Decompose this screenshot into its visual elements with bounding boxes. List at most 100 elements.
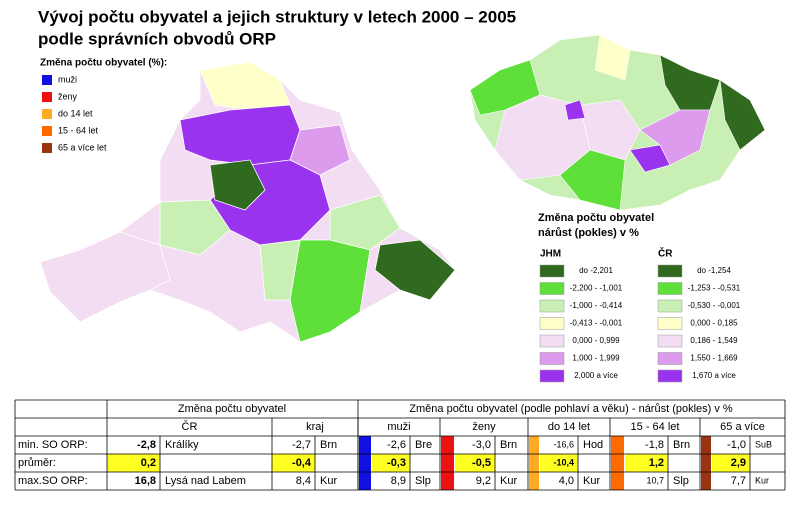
legend-label: 1,550 - 1,669 xyxy=(690,354,738,363)
title-line: podle správních obvodů ORP xyxy=(38,29,276,48)
table-place: Slp xyxy=(415,475,431,487)
table-value: 1,2 xyxy=(649,457,664,469)
table-place: Králíky xyxy=(165,439,199,451)
table-place: SuB xyxy=(755,439,772,449)
legend-swatch xyxy=(539,299,565,313)
legend-swatch xyxy=(539,369,565,383)
table-value: -1,8 xyxy=(645,439,664,451)
highlight-cell xyxy=(712,454,750,472)
column-header: muži xyxy=(387,421,410,433)
legend-swatch xyxy=(539,264,565,278)
table-place: Brn xyxy=(673,439,690,451)
table-value: 8,4 xyxy=(296,475,311,487)
column-swatch xyxy=(441,436,454,490)
legend-swatch xyxy=(539,282,565,295)
legend-heading: ČR xyxy=(658,247,673,260)
table-value: -10,4 xyxy=(553,457,574,467)
table-value: -2,6 xyxy=(387,439,406,451)
legend-label: 1,670 a více xyxy=(692,371,736,380)
legend-label: 0,000 - 0,999 xyxy=(572,336,620,345)
table-place: Kur xyxy=(320,475,337,487)
group-header: Změna počtu obyvatel (podle pohlaví a vě… xyxy=(409,403,733,415)
legend-label: -1,000 - -0,414 xyxy=(570,301,623,310)
country-map xyxy=(469,34,766,211)
table-value: -0,3 xyxy=(387,457,406,469)
highlight-cell xyxy=(625,454,668,472)
table-place: Kur xyxy=(755,475,769,485)
table-value: -0,5 xyxy=(472,457,491,469)
table-value: -2,7 xyxy=(292,439,311,451)
highlight-cell xyxy=(455,454,495,472)
legend-swatch xyxy=(539,317,565,330)
highlight-cell xyxy=(107,454,160,472)
table-value: 2,9 xyxy=(731,457,746,469)
table-place: Bre xyxy=(415,439,432,451)
column-header: ženy xyxy=(472,421,496,433)
column-header: do 14 let xyxy=(548,421,590,433)
group-header: Změna počtu obyvatel xyxy=(178,403,286,415)
legend-swatch xyxy=(657,282,683,295)
table-place: Brn xyxy=(320,439,337,451)
legend-swatch xyxy=(539,334,565,348)
legend-label: 15 - 64 let xyxy=(58,125,99,135)
table-value: 9,2 xyxy=(476,475,491,487)
table-place: Brn xyxy=(500,439,517,451)
column-swatch xyxy=(611,436,624,490)
column-header: 65 a více xyxy=(720,421,765,433)
legend-label: 0,000 - 0,185 xyxy=(690,319,738,328)
legend-swatch xyxy=(42,126,52,136)
table-place: Hod xyxy=(583,439,603,451)
table-value: 16,8 xyxy=(135,475,156,487)
column-header: kraj xyxy=(306,421,324,433)
legend-label: -0,413 - -0,001 xyxy=(570,319,623,328)
row-label: průměr: xyxy=(18,457,56,469)
table-value: -0,4 xyxy=(292,457,312,469)
region-map xyxy=(39,61,456,343)
column-swatch xyxy=(701,436,711,490)
legend-swatch xyxy=(42,92,52,102)
legend-label: 0,186 - 1,549 xyxy=(690,336,738,345)
legend-swatch xyxy=(657,317,683,330)
table-place: Lysá nad Labem xyxy=(165,475,246,487)
title-line: Vývoj počtu obyvatel a jejich struktury … xyxy=(38,7,516,26)
column-swatch xyxy=(359,436,371,490)
table-value: -3,0 xyxy=(472,439,491,451)
legend-title: Změna počtu obyvatel xyxy=(538,212,654,224)
legend-swatch xyxy=(42,143,52,153)
legend-label: 65 a více let xyxy=(58,142,107,152)
legend-label: 2,000 a více xyxy=(574,371,618,380)
table-value: 10,7 xyxy=(646,475,664,485)
legend-label: do -2,201 xyxy=(579,266,613,275)
table-value: 0,2 xyxy=(141,457,156,469)
column-swatch xyxy=(529,436,539,490)
table-value: 8,9 xyxy=(391,475,406,487)
legend-label: -2,200 - -1,001 xyxy=(570,284,623,293)
legend-label: 1,000 - 1,999 xyxy=(572,354,620,363)
table-value: -16,6 xyxy=(553,439,574,449)
legend-label: ženy xyxy=(58,91,78,101)
legend-label: do -1,254 xyxy=(697,266,731,275)
table-value: 4,0 xyxy=(559,475,574,487)
legend-swatch xyxy=(539,352,565,365)
legend-swatch xyxy=(657,334,683,348)
table-place: Kur xyxy=(500,475,517,487)
legend-swatch xyxy=(657,352,683,365)
column-header: ČR xyxy=(182,420,198,433)
row-label: min. SO ORP: xyxy=(18,439,88,451)
legend-label: do 14 let xyxy=(58,108,93,118)
table-place: Slp xyxy=(673,475,689,487)
legend-swatch xyxy=(657,299,683,313)
highlight-cell xyxy=(540,454,578,472)
legend-title: nárůst (pokles) v % xyxy=(538,227,639,239)
table-place: Kur xyxy=(583,475,600,487)
table-value: 7,7 xyxy=(731,475,746,487)
legend-swatch xyxy=(657,264,683,278)
table-value: -1,0 xyxy=(727,439,746,451)
highlight-cell xyxy=(272,454,315,472)
highlight-cell xyxy=(372,454,410,472)
table-value: -2,8 xyxy=(137,439,156,451)
legend-label: -1,253 - -0,531 xyxy=(688,284,741,293)
legend-swatch xyxy=(42,109,52,119)
